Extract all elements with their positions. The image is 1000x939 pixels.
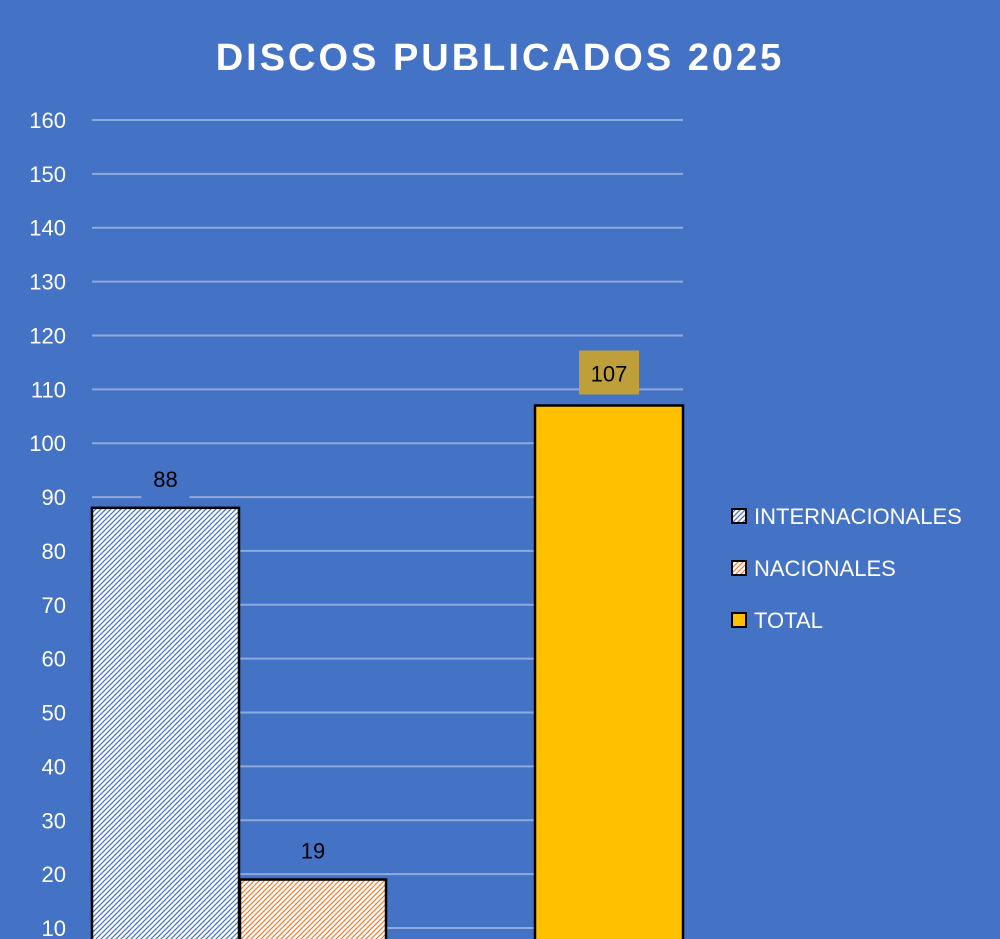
y-tick-label: 90: [42, 485, 66, 510]
y-tick-label: 160: [29, 108, 66, 133]
chart-title: DISCOS PUBLICADOS 2025: [216, 37, 785, 79]
y-tick-label: 120: [29, 323, 66, 348]
y-tick-label: 130: [29, 270, 66, 295]
bar-total: [533, 404, 685, 939]
legend-label: TOTAL: [754, 608, 823, 633]
y-tick-label: 100: [29, 431, 66, 456]
y-tick-label: 140: [29, 216, 66, 241]
y-tick-label: 80: [42, 539, 66, 564]
y-tick-label: 10: [42, 916, 66, 939]
y-tick-label: 150: [29, 162, 66, 187]
data-label-background: [579, 350, 639, 395]
y-tick-label: 70: [42, 593, 66, 618]
y-tick-label: 30: [42, 808, 66, 833]
data-label-background: [141, 469, 190, 500]
data-labels: 88 19 107: [141, 350, 639, 872]
y-tick-label: 60: [42, 647, 66, 672]
y-axis: 10 20 30 40 50 60 70 80 90 100 110 120 130 140 150 160: [29, 108, 66, 939]
legend-swatch: [731, 508, 747, 524]
y-tick-label: 20: [42, 862, 66, 887]
data-label: 107: [591, 361, 628, 386]
y-tick-label: 110: [31, 377, 66, 402]
legend-label: NACIONALES: [754, 556, 896, 581]
bar-internacionales: [90, 506, 241, 939]
legend-swatch: [731, 560, 747, 576]
y-tick-label: 50: [42, 701, 66, 726]
bars: [90, 404, 685, 939]
data-label: 88: [153, 467, 177, 492]
data-label-background: [289, 841, 337, 872]
data-label: 19: [301, 839, 325, 864]
y-tick-label: 40: [42, 754, 66, 779]
bar-nacionales: [238, 878, 388, 939]
legend: INTERNACIONALES NACIONALES TOTAL: [731, 504, 962, 633]
legend-swatch: [731, 612, 747, 628]
legend-label: INTERNACIONALES: [754, 504, 962, 529]
